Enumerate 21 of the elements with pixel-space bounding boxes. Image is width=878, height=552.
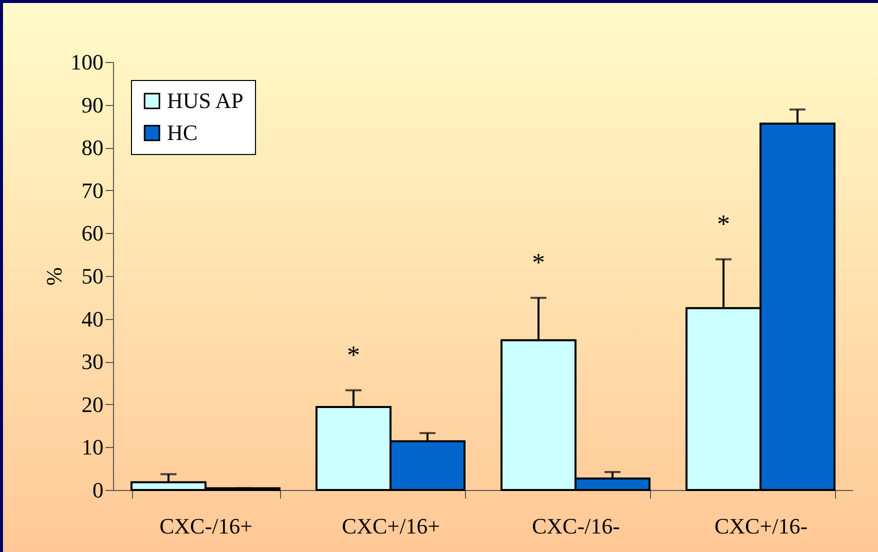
annotation: * (717, 209, 730, 238)
y-tick-label: 50 (82, 264, 104, 288)
x-tick-label: CXC+/16+ (342, 514, 440, 538)
annotation: * (532, 248, 545, 277)
legend-label: HUS AP (167, 88, 244, 113)
legend-label: HC (167, 120, 198, 145)
x-tick-label: CXC-/16- (532, 514, 620, 538)
y-tick-label: 80 (82, 135, 104, 160)
y-tick-label: 20 (82, 392, 104, 417)
x-tick-label: CXC+/16- (714, 514, 808, 538)
y-tick-label: 30 (82, 349, 104, 374)
y-tick-label: 70 (82, 178, 104, 203)
y-tick-label: 40 (82, 306, 104, 332)
y-tick-label: 90 (82, 92, 104, 118)
y-tick-label: 0 (92, 478, 104, 502)
annotation: * (347, 340, 360, 370)
y-axis-title: % (42, 267, 66, 286)
y-tick-label: 10 (82, 434, 104, 460)
x-tick-label: CXC-/16+ (159, 514, 253, 538)
y-tick-label: 60 (82, 220, 104, 246)
y-tick-label: 100 (70, 50, 104, 74)
